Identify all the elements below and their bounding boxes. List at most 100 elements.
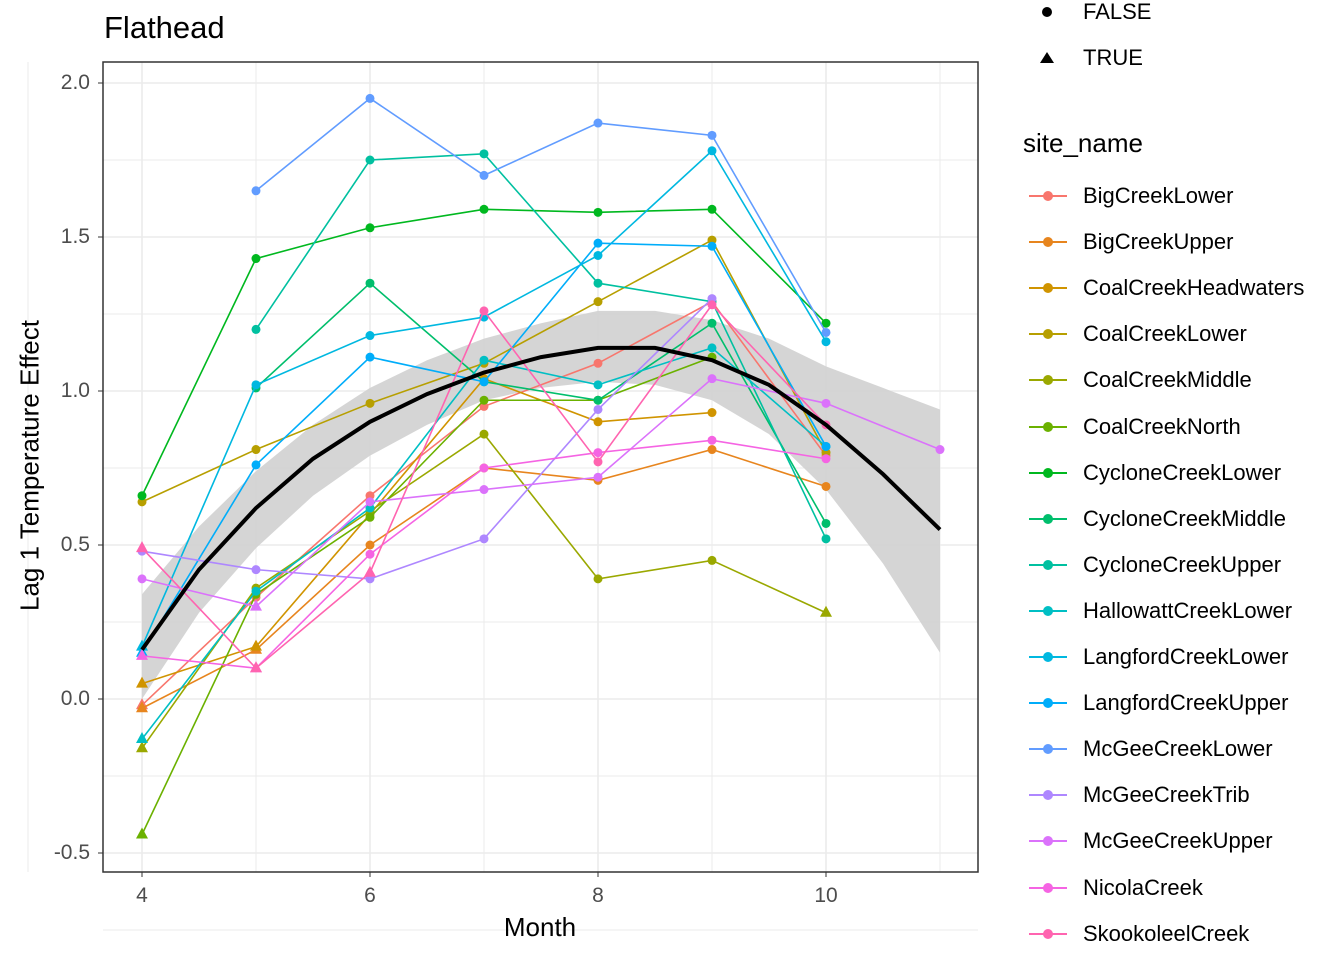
data-point	[479, 355, 489, 365]
legend-key-icon	[1025, 314, 1071, 354]
legend-label: NicolaCreek	[1083, 874, 1203, 900]
data-point	[137, 497, 147, 507]
data-point	[365, 540, 375, 550]
data-point	[593, 250, 603, 260]
data-point	[593, 417, 603, 427]
y-axis-label: Lag 1 Temperature Effect	[14, 320, 45, 612]
series-line	[255, 282, 827, 524]
data-point	[365, 223, 375, 233]
legend-key-icon	[1025, 360, 1071, 400]
data-point-triangle	[250, 661, 262, 673]
confidence-band	[142, 310, 940, 699]
legend-item: LangfordCreekLower	[1025, 637, 1288, 677]
legend-key-icon	[1025, 729, 1071, 769]
data-point	[593, 118, 603, 128]
y-tick-label: 0.0	[60, 687, 90, 710]
data-point	[593, 297, 603, 307]
legend-key-icon	[1025, 222, 1071, 262]
legend-item: CoalCreekLower	[1025, 314, 1247, 354]
legend-label: CoalCreekMiddle	[1083, 367, 1252, 393]
data-point	[365, 549, 375, 559]
series-LangfordCreekLower	[136, 146, 831, 651]
data-point	[479, 377, 489, 387]
data-point	[593, 278, 603, 288]
legend-label: CycloneCreekLower	[1083, 459, 1282, 485]
legend-item: CoalCreekMiddle	[1025, 360, 1252, 400]
legend-item: BigCreekUpper	[1025, 222, 1233, 262]
x-tick-label: 8	[592, 884, 604, 907]
legend-label: McGeeCreekUpper	[1083, 828, 1273, 854]
data-point	[707, 294, 717, 304]
legend-key-icon	[1025, 868, 1071, 908]
data-point	[365, 497, 375, 507]
legend-label: BigCreekLower	[1083, 183, 1234, 208]
data-point-triangle	[136, 741, 148, 753]
data-point	[707, 300, 717, 310]
legend-key-icon	[1025, 637, 1071, 677]
data-point	[707, 318, 717, 328]
legend-label: CoalCreekHeadwaters	[1083, 275, 1305, 301]
legend-label: CycloneCreekUpper	[1083, 551, 1282, 577]
data-point	[251, 565, 261, 575]
legend-key-icon	[1025, 545, 1071, 585]
legend-key-icon	[1025, 775, 1071, 815]
data-point	[707, 241, 717, 251]
smooth-line	[140, 345, 942, 651]
data-point	[479, 395, 489, 405]
legend-item: McGeeCreekLower	[1025, 729, 1273, 769]
legend-item: McGeeCreekUpper	[1025, 821, 1273, 861]
data-point	[479, 534, 489, 544]
series-line	[255, 153, 827, 540]
series-LangfordCreekUpper	[136, 238, 831, 657]
data-point	[935, 445, 945, 455]
data-point	[365, 155, 375, 165]
legend-key-icon	[1025, 914, 1071, 954]
legend-key-icon	[1025, 176, 1071, 216]
chart-title: Flathead	[104, 10, 225, 45]
data-point-triangle	[136, 676, 148, 688]
series-line	[255, 97, 827, 333]
data-point	[479, 204, 489, 214]
data-point	[707, 343, 717, 353]
data-point-triangle	[364, 565, 376, 577]
legend-label: HallowattCreekLower	[1083, 597, 1293, 623]
legend-key-icon	[1025, 591, 1071, 631]
x-tick-label: 6	[364, 884, 376, 907]
series-McGeeCreekLower	[251, 93, 831, 337]
legend-label: TRUE	[1083, 45, 1143, 70]
legend-item: CoalCreekNorth	[1025, 407, 1241, 447]
data-point	[593, 448, 603, 458]
data-point	[365, 512, 375, 522]
legend-key-icon	[1025, 683, 1071, 723]
circle-icon	[1025, 0, 1071, 32]
data-point	[593, 457, 603, 467]
data-point	[707, 408, 717, 418]
x-tick-label: 10	[814, 884, 838, 907]
data-point	[365, 331, 375, 341]
data-point-triangle	[136, 648, 148, 660]
data-point	[707, 204, 717, 214]
data-point	[479, 170, 489, 180]
data-point	[707, 374, 717, 384]
data-point	[365, 278, 375, 288]
data-point	[821, 518, 831, 528]
series-line	[141, 377, 713, 685]
data-point	[251, 460, 261, 470]
data-point	[821, 398, 831, 408]
legend-item: McGeeCreekTrib	[1025, 775, 1250, 815]
legend-label: BigCreekUpper	[1083, 229, 1234, 255]
data-point	[251, 380, 261, 390]
legend-item: NicolaCreek	[1025, 868, 1203, 908]
data-point	[821, 327, 831, 337]
panel-border	[102, 61, 979, 873]
data-point	[821, 337, 831, 347]
y-tick-label: 2.0	[60, 71, 90, 94]
legend-item: CycloneCreekUpper	[1025, 545, 1281, 585]
data-point	[593, 238, 603, 248]
series-line	[141, 377, 941, 608]
data-point	[251, 186, 261, 196]
data-point	[365, 352, 375, 362]
legend-label: CycloneCreekMiddle	[1083, 505, 1286, 531]
